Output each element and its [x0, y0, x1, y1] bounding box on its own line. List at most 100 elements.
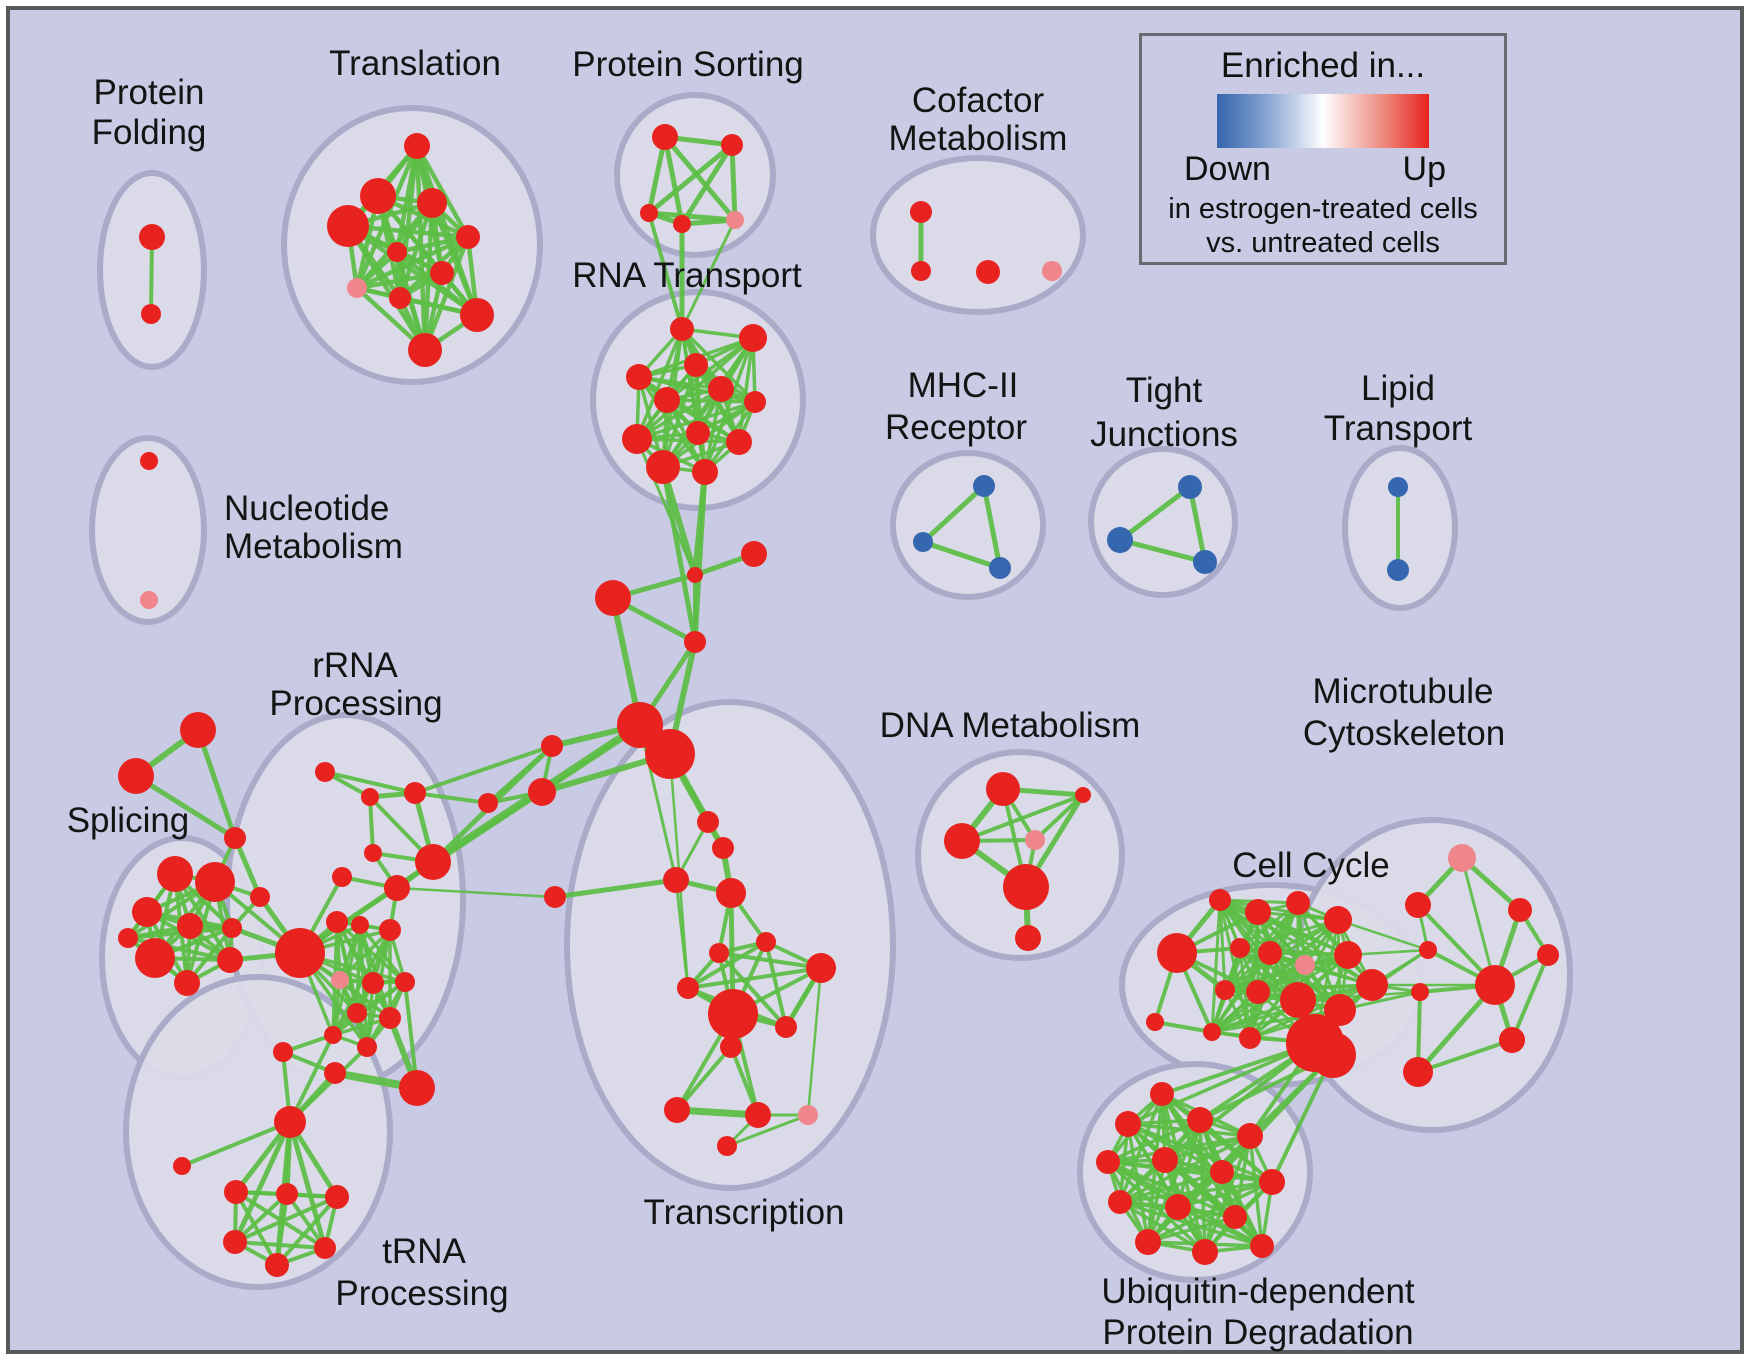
node-rr8	[351, 916, 369, 934]
node-ccB2	[1310, 1032, 1356, 1078]
edge-ccS-cc13	[1153, 1020, 1214, 1034]
node-cc10	[1246, 980, 1270, 1004]
edge-tr3-tr9	[674, 878, 690, 990]
edge-rt7-rt9	[635, 400, 757, 441]
label-nucleotide-1: Nucleotide	[224, 489, 389, 528]
node-t2	[118, 758, 154, 794]
node-rr12	[395, 972, 415, 992]
node-m8	[1499, 1027, 1525, 1053]
edge-rt2-rt10	[737, 336, 755, 444]
edge-rr2-rr4	[368, 795, 375, 855]
edge-ub4-ub5	[1106, 1134, 1252, 1164]
node-tl3	[417, 188, 447, 218]
node-s2	[195, 862, 235, 902]
edge-tr13-tr14	[673, 1106, 762, 1119]
node-h2	[645, 729, 695, 779]
node-m4	[1419, 941, 1437, 959]
node-h1	[617, 702, 663, 748]
label-microtubule-2: Cytoskeleton	[1303, 714, 1505, 753]
cluster-ellipse-nucleotide-metabolism	[89, 435, 207, 625]
node-rr9	[379, 919, 401, 941]
node-nm2	[140, 591, 158, 609]
node-ch1	[687, 567, 703, 583]
edge-tj1-tj2	[1117, 484, 1193, 543]
node-ccp	[1295, 955, 1315, 975]
node-m3	[1405, 892, 1431, 918]
edge-ps5-rt1	[680, 218, 737, 331]
edge-dn2-dn4	[1033, 793, 1085, 842]
node-mh1	[973, 475, 995, 497]
label-cell-cycle: Cell Cycle	[1232, 846, 1390, 885]
node-mh2	[913, 532, 933, 552]
node-tnu1	[273, 1042, 293, 1062]
node-t1	[180, 712, 216, 748]
node-cc9	[1215, 980, 1235, 1000]
node-ub9	[1108, 1190, 1132, 1214]
node-rt8	[686, 421, 710, 445]
node-cc14	[1239, 1027, 1261, 1049]
edge-tr6-tr9	[686, 940, 768, 990]
node-tl10	[460, 298, 494, 332]
node-tr10	[708, 989, 758, 1039]
node-pf1	[139, 224, 165, 250]
node-tnu2	[324, 1062, 346, 1084]
edge-ps3-rt1	[647, 211, 684, 331]
node-tnbig	[399, 1070, 435, 1106]
edge-ub4-ub6	[1163, 1134, 1252, 1162]
edge-ccB2-ub8	[1270, 1053, 1335, 1184]
edge-rt6-rt7	[665, 398, 757, 404]
edge-cc7-cc9	[1223, 953, 1350, 992]
edge-tl1-tl5	[414, 143, 471, 240]
edge-rt1-rt9	[635, 327, 684, 441]
node-cc13	[1203, 1023, 1221, 1041]
node-cf4	[1042, 261, 1062, 281]
edge-tn3-tn4	[233, 1195, 339, 1244]
node-tl8	[347, 278, 367, 298]
node-s8	[174, 970, 200, 996]
label-tight-1: Tight	[1126, 371, 1203, 410]
label-transcription: Transcription	[644, 1193, 845, 1232]
node-ccS	[1146, 1013, 1164, 1031]
node-ub10	[1165, 1194, 1191, 1220]
edge-ub9-ub14	[1118, 1200, 1264, 1248]
node-rr11	[362, 972, 384, 994]
node-cc3	[1286, 891, 1310, 915]
node-rr1	[315, 762, 335, 782]
edge-tr8-tr9	[686, 966, 823, 990]
node-dn1	[986, 772, 1020, 806]
node-tr3	[663, 867, 689, 893]
label-dna-metabolism: DNA Metabolism	[880, 706, 1141, 745]
node-ub11	[1223, 1205, 1247, 1229]
node-m6	[1475, 965, 1515, 1005]
label-microtubule-1: Microtubule	[1313, 672, 1494, 711]
edge-rt6-rt12	[665, 398, 707, 474]
node-rt4	[626, 364, 652, 390]
node-rr2	[361, 788, 379, 806]
label-trna-2: Processing	[335, 1274, 508, 1313]
label-protein-folding-1: Protein	[94, 73, 205, 112]
node-rt6	[654, 387, 680, 413]
node-rr7	[326, 911, 348, 933]
edge-rt9-ch1	[635, 437, 697, 577]
edge-rhub-rrbig	[297, 859, 436, 956]
edge-mh1-mh2	[920, 483, 987, 545]
node-m2	[1508, 898, 1532, 922]
node-tl1	[404, 133, 430, 159]
edge-ps1-ps4	[662, 134, 685, 227]
edge-ub11-ub12	[1146, 1215, 1237, 1244]
legend-gradient-bar	[1217, 94, 1429, 148]
node-ub8	[1259, 1169, 1285, 1195]
node-rt2	[739, 324, 767, 352]
node-rhub	[275, 928, 325, 978]
node-ps2	[721, 134, 743, 156]
node-rt9	[622, 424, 652, 454]
node-rt12	[692, 459, 718, 485]
node-rr3	[404, 782, 426, 804]
node-cf1	[910, 201, 932, 223]
edge-tl4-tl11	[345, 223, 428, 353]
edge-rt9-rt10	[635, 437, 741, 444]
edge-cc4-m4	[1336, 918, 1430, 952]
edge-tr5-tr3	[552, 877, 679, 900]
node-ch3	[595, 580, 631, 616]
edge-rt11-ch4	[660, 464, 698, 645]
